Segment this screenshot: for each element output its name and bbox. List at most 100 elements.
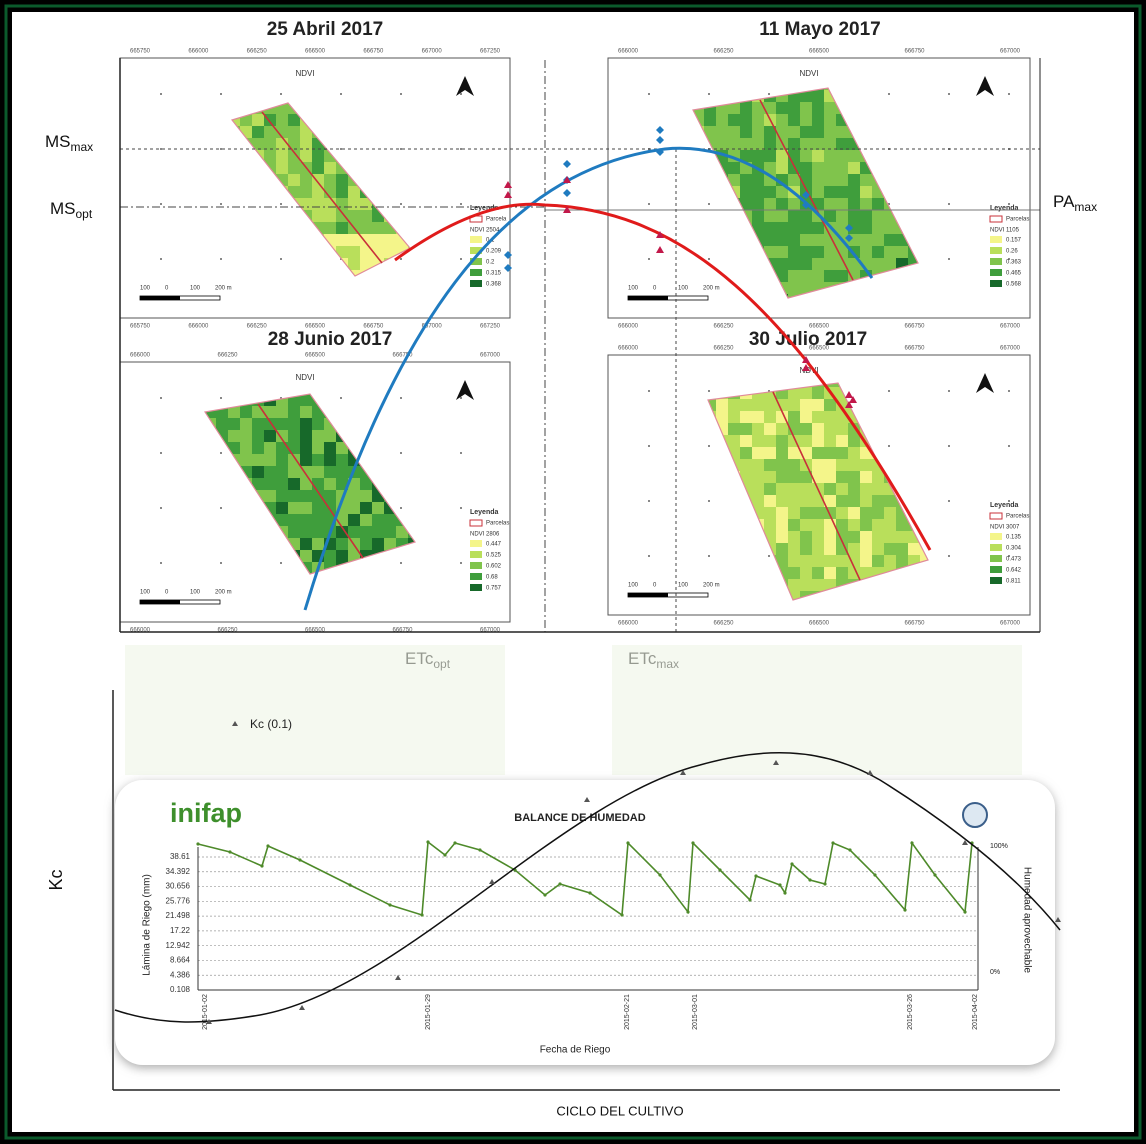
ndvi-cell xyxy=(824,411,836,423)
ndvi-cell xyxy=(836,447,848,459)
ndvi-cell xyxy=(348,490,360,502)
scale-bar-fill xyxy=(628,593,668,597)
ndvi-cell xyxy=(812,102,824,114)
ndvi-cell xyxy=(360,502,372,514)
grid-dot xyxy=(648,258,650,260)
ndvi-cell xyxy=(276,150,288,162)
ndvi-cell xyxy=(800,234,812,246)
ndvi-cell xyxy=(728,126,740,138)
grid-dot xyxy=(708,445,710,447)
ndvi-cell xyxy=(276,490,288,502)
label-sub: opt xyxy=(76,207,93,221)
ndvi-cell xyxy=(312,198,324,210)
ndvi-cell xyxy=(752,447,764,459)
grid-dot xyxy=(948,203,950,205)
ndvi-cell xyxy=(764,519,776,531)
legend-swatch xyxy=(990,258,1002,265)
grid-dot xyxy=(160,397,162,399)
ndvi-cell xyxy=(800,258,812,270)
ndvi-cell xyxy=(228,430,240,442)
ndvi-cell xyxy=(348,502,360,514)
ndvi-cell xyxy=(824,114,836,126)
ndvi-cell xyxy=(848,174,860,186)
map-panel: NDVILeyendaParcelasNDVI 28060.4470.5250.… xyxy=(120,353,510,634)
moisture-point xyxy=(626,841,629,844)
grid-dot xyxy=(708,203,710,205)
ndvi-cell xyxy=(800,246,812,258)
grid-dot xyxy=(160,258,162,260)
ndvi-cell xyxy=(836,519,848,531)
coord-top: 666750 xyxy=(904,49,925,55)
ndvi-cell xyxy=(312,418,324,430)
ndvi-cell xyxy=(300,150,312,162)
ndvi-cell xyxy=(824,483,836,495)
coord-top: 666250 xyxy=(217,353,238,359)
ndvi-cell xyxy=(336,454,348,466)
legend-class: 0.465 xyxy=(1006,271,1022,277)
ndvi-cell xyxy=(800,519,812,531)
grid-dot xyxy=(1008,445,1010,447)
ndvi-cell xyxy=(276,138,288,150)
grid-dot xyxy=(648,555,650,557)
ndvi-cell xyxy=(324,550,336,562)
grid-dot xyxy=(220,148,222,150)
ndvi-cell xyxy=(348,198,360,210)
grid-dot xyxy=(948,390,950,392)
ndvi-cell xyxy=(324,222,336,234)
ndvi-cell xyxy=(300,454,312,466)
ndvi-cell xyxy=(716,138,728,150)
legend-class: 0.68 xyxy=(486,575,498,581)
ndvi-cell xyxy=(752,495,764,507)
ndvi-cell xyxy=(288,406,300,418)
ndvi-cell xyxy=(872,246,884,258)
ndvi-cell xyxy=(240,454,252,466)
ndvi-cell xyxy=(824,150,836,162)
ndvi-cell xyxy=(764,150,776,162)
ndvi-cell xyxy=(860,483,872,495)
panel-y-tick: 17.22 xyxy=(170,926,191,935)
legend-swatch xyxy=(470,280,482,287)
grid-dot xyxy=(400,507,402,509)
moisture-point xyxy=(848,848,851,851)
ndvi-cell xyxy=(860,555,872,567)
ndvi-cell xyxy=(788,507,800,519)
map-title: 28 Junio 2017 xyxy=(268,329,393,350)
panel-x-title: Fecha de Riego xyxy=(540,1045,611,1056)
ndvi-cell xyxy=(812,579,824,591)
grid-dot xyxy=(460,258,462,260)
ndvi-cell xyxy=(752,411,764,423)
ndvi-cell xyxy=(788,543,800,555)
panel-y-tick: 21.498 xyxy=(166,911,191,920)
ndvi-cell xyxy=(240,406,252,418)
grid-dot xyxy=(648,445,650,447)
ndvi-cell xyxy=(764,507,776,519)
legend-layer: NDVI 2504 xyxy=(470,228,500,234)
ndvi-cell xyxy=(824,531,836,543)
moisture-point xyxy=(558,882,561,885)
ndvi-cell xyxy=(288,162,300,174)
ndvi-cell xyxy=(728,435,740,447)
ndvi-cell xyxy=(788,447,800,459)
ndvi-cell xyxy=(288,126,300,138)
ndvi-cell xyxy=(884,555,896,567)
moisture-point xyxy=(426,840,429,843)
grid-dot xyxy=(1008,93,1010,95)
ndvi-cell xyxy=(300,430,312,442)
grid-dot xyxy=(708,500,710,502)
ndvi-cell xyxy=(836,567,848,579)
coord-bottom: 667000 xyxy=(1000,324,1021,330)
ndvi-cell xyxy=(740,399,752,411)
ndvi-cell xyxy=(788,471,800,483)
label-sub: max xyxy=(1074,200,1097,214)
ndvi-cell xyxy=(764,399,776,411)
panel-date: 2015-04-02 xyxy=(972,994,979,1030)
ndvi-cell xyxy=(872,555,884,567)
coord-top: 666000 xyxy=(618,49,639,55)
map-panel: NDVILeyendaParcelasNDVI 30070.1350.3040.… xyxy=(608,346,1030,627)
ndvi-cell xyxy=(324,454,336,466)
ndvi-cell xyxy=(788,399,800,411)
ndvi-cell xyxy=(896,555,908,567)
ndvi-cell xyxy=(252,430,264,442)
coord-top: 667000 xyxy=(1000,49,1021,55)
scale-label: 200 m xyxy=(215,590,232,596)
